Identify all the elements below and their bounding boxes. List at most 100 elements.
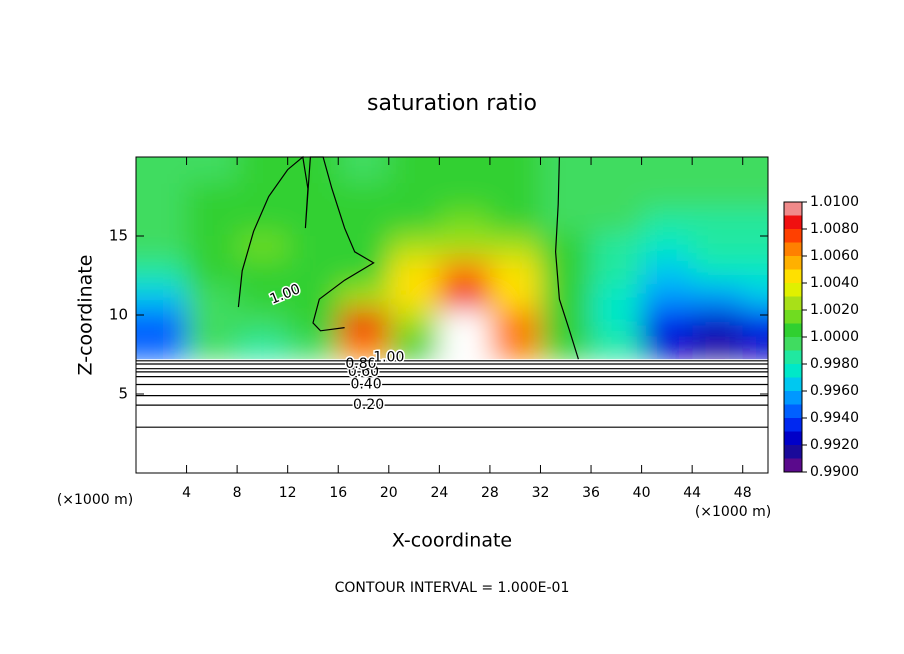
field-cell [186,308,239,335]
field-cell [692,182,744,209]
field-cell [338,232,390,260]
field-cell [540,182,593,209]
field-cell [489,258,542,285]
field-cell [692,308,744,335]
field-cell [641,308,694,335]
colorbar-band [784,229,802,243]
field [136,157,768,473]
field-cell [489,283,542,310]
field-cell [237,232,289,260]
field-cell [136,283,188,310]
field-cell [591,308,643,335]
field-cell [439,182,491,209]
colorbar-band [784,256,802,270]
field-cell [742,308,768,335]
field-cell [489,232,542,260]
y-tick-label: 5 [118,385,128,403]
x-tick-label: 12 [279,485,297,501]
field-cell [287,207,340,234]
field-cell [388,283,441,310]
colorbar-band [784,337,802,351]
field-cell [540,258,593,285]
colorbar-label: 0.9920 [810,437,859,453]
field-cell [439,283,491,310]
field-cell [742,232,768,260]
field-cell [388,258,441,285]
colorbar-label: 1.0080 [810,221,859,237]
field-cell [439,207,491,234]
x-axis-title: X-coordinate [392,530,512,552]
field-cell [591,232,643,260]
colorbar-label: 1.0020 [810,302,859,318]
field-cell [186,157,239,184]
field-cell [237,207,289,234]
colorbar-band [784,242,802,256]
field-cell [287,333,340,361]
colorbar-band [784,364,802,378]
field-cell [186,283,239,310]
field-cell [641,207,694,234]
field-cell [489,333,542,361]
field-cell [540,283,593,310]
field-cell [186,258,239,285]
x-tick-label: 4 [182,485,191,501]
field-cell [692,207,744,234]
field-cell [489,207,542,234]
colorbar-band [784,350,802,364]
colorbar-band [784,323,802,337]
colorbar-label: 0.9960 [810,383,859,399]
field-cell [338,333,390,361]
field-cell [287,182,340,209]
colorbar-label: 0.9980 [810,356,859,372]
field-cell [641,182,694,209]
field-cell [742,207,768,234]
field-cell [439,308,491,335]
field-cell [641,258,694,285]
x-tick-label: 24 [430,485,448,501]
field-cell [591,182,643,209]
field-cell [237,283,289,310]
field-cell [186,207,239,234]
contour-label: 0.60 [348,364,379,380]
field-cell [742,258,768,285]
field-cell [439,157,491,184]
field-cell [489,182,542,209]
x-tick-label: 8 [233,485,242,501]
contours: 0.200.400.600.801.001.00 [136,155,768,428]
colorbar-band [784,418,802,432]
colorbar-label: 1.0040 [810,275,859,291]
field-cell [136,182,188,209]
field-cell [540,232,593,260]
field-cell [388,333,441,361]
colorbar-band [784,283,802,297]
y-tick-label: 15 [109,227,128,245]
colorbar-band [784,202,802,216]
field-cells [136,157,768,361]
field-cell [388,308,441,335]
field-cell [540,333,593,361]
field-cell [287,157,340,184]
field-cell [338,157,390,184]
field-cell [287,232,340,260]
contour-label: 1.00 [373,350,404,366]
field-cell [136,157,188,184]
contour-label: 0.80 [345,356,376,372]
colorbar-band [784,269,802,283]
field-cell [136,207,188,234]
colorbar-label: 0.9940 [810,410,859,426]
colorbar-label: 1.0000 [810,329,859,345]
field-cell [338,308,390,335]
field-cell [338,258,390,285]
colorbar-label: 1.0060 [810,248,859,264]
field-cell [237,333,289,361]
field-cell [742,182,768,209]
field-cell [641,283,694,310]
field-cell [186,333,239,361]
colorbar-band [784,296,802,310]
x-unit-label: (×1000 m) [57,492,133,508]
colorbar-band [784,458,802,472]
y-tick-label: 10 [109,306,128,324]
field-cell [287,258,340,285]
field-cell [591,258,643,285]
